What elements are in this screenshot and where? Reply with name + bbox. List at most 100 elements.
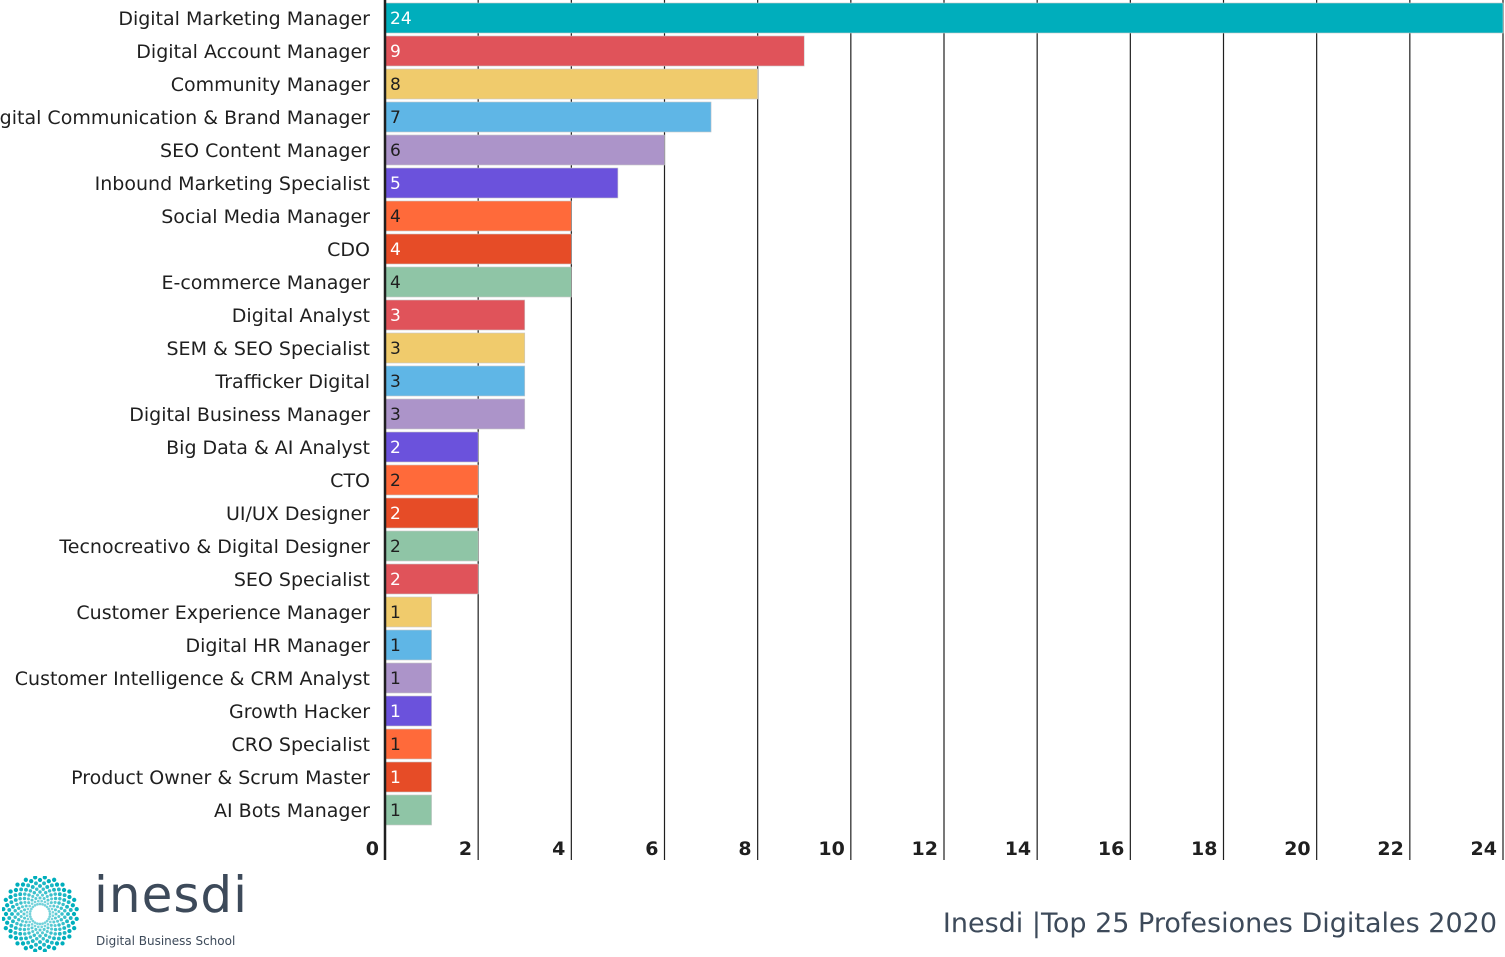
logo-dot (25, 914, 29, 918)
bar (384, 728, 432, 760)
bar (384, 761, 432, 793)
logo-dot (47, 935, 52, 939)
bar-value-label: 1 (390, 801, 401, 821)
bar-value-label: 6 (390, 141, 401, 161)
logo-dot (43, 891, 48, 895)
logo-dot (23, 892, 27, 896)
bar-value-label: 3 (390, 339, 401, 359)
logo-dot (45, 894, 49, 898)
logo-dot (27, 923, 31, 927)
logo-dot (50, 927, 54, 931)
logo-dot (13, 898, 18, 902)
logo-dot (52, 887, 56, 892)
category-label: Customer Experience Manager (76, 602, 370, 624)
logo-dot (26, 917, 30, 921)
category-label: Product Owner & Scrum Master (71, 767, 370, 789)
logo-dot (68, 916, 73, 920)
logo-dot (52, 936, 56, 941)
logo-dot (23, 908, 27, 912)
logo-dot (74, 916, 79, 921)
logo-dot (3, 911, 9, 917)
logo-dot (48, 915, 51, 918)
x-tick-label: 2 (459, 838, 472, 860)
logo-dot (45, 885, 50, 889)
logo-dot (30, 939, 35, 943)
logo-dot (9, 923, 14, 928)
logo-dot (37, 945, 43, 951)
logo-dot (3, 897, 8, 902)
category-label: Big Data & AI Analyst (166, 437, 370, 459)
logo-wordmark: inesdi (94, 866, 249, 924)
bar (384, 497, 479, 529)
logo-dot (61, 921, 65, 926)
x-tick-label: 22 (1377, 838, 1403, 860)
logo-dot (25, 910, 29, 914)
logo-dot (3, 926, 8, 931)
x-tick-label: 10 (818, 838, 844, 860)
logo-dot (27, 893, 31, 897)
category-label: Digital Business Manager (129, 404, 370, 426)
logo-dot (18, 931, 23, 936)
logo-dot (52, 877, 57, 882)
logo-dot (22, 896, 27, 901)
logo-dot (32, 933, 37, 937)
logo-dot (42, 942, 46, 947)
logo-dot (42, 897, 46, 901)
logo-dot (66, 923, 71, 928)
bar-value-label: 2 (390, 537, 401, 557)
logo-subtitle: Digital Business School (96, 934, 236, 948)
logo-dot (42, 927, 46, 931)
bar (384, 200, 572, 232)
logo-dot (28, 889, 33, 893)
logo-dot (53, 896, 58, 901)
logo-dot (24, 920, 28, 924)
bar (384, 530, 479, 562)
logo-dot (53, 908, 57, 912)
category-label: CRO Specialist (231, 734, 370, 756)
logo-dot (40, 899, 44, 903)
logo-dot (11, 919, 15, 924)
logo-dot (46, 898, 50, 902)
logo-dot (71, 911, 77, 917)
logo-dot (32, 891, 37, 895)
logo-dot (1, 907, 6, 912)
logo-dot (23, 877, 28, 882)
logo-dot (40, 893, 45, 897)
x-tick-label: 14 (1005, 838, 1031, 860)
logo-dot (46, 944, 51, 949)
logo-dot (13, 893, 18, 898)
logo-dot (28, 920, 32, 924)
logo-dot (53, 900, 57, 904)
logo-dot (57, 909, 61, 914)
logo-dot (15, 882, 20, 887)
bar (384, 68, 758, 100)
logo-dot (22, 927, 27, 932)
category-label: SEO Specialist (234, 569, 370, 591)
logo-dot (38, 896, 42, 900)
footer-title: Inesdi |Top 25 Profesiones Digitales 202… (942, 908, 1497, 939)
logo-dot (46, 902, 50, 906)
logo-dot (49, 940, 54, 945)
logo-dot (58, 897, 62, 901)
logo-dot (41, 903, 44, 906)
category-label: Customer Intelligence & CRM Analyst (15, 668, 370, 690)
bar-value-label: 2 (390, 438, 401, 458)
logo-dot (49, 901, 53, 905)
logo-dot (27, 901, 31, 905)
logo-dot (46, 922, 50, 926)
logo-dot (33, 900, 37, 904)
category-label: SEO Content Manager (160, 140, 370, 162)
logo-dot (28, 904, 32, 908)
logo-dot (59, 917, 63, 922)
logo-dot (31, 930, 35, 934)
bar (384, 332, 526, 364)
logo-dot (65, 919, 69, 924)
bar-value-label: 3 (390, 372, 401, 392)
logo-dot (61, 935, 67, 941)
bar-value-label: 1 (390, 669, 401, 689)
logo-dot (1, 916, 6, 921)
logo-dot (63, 909, 67, 913)
category-label: AI Bots Manager (214, 800, 370, 822)
logo-dot (20, 905, 24, 909)
logo-dot (35, 893, 40, 897)
